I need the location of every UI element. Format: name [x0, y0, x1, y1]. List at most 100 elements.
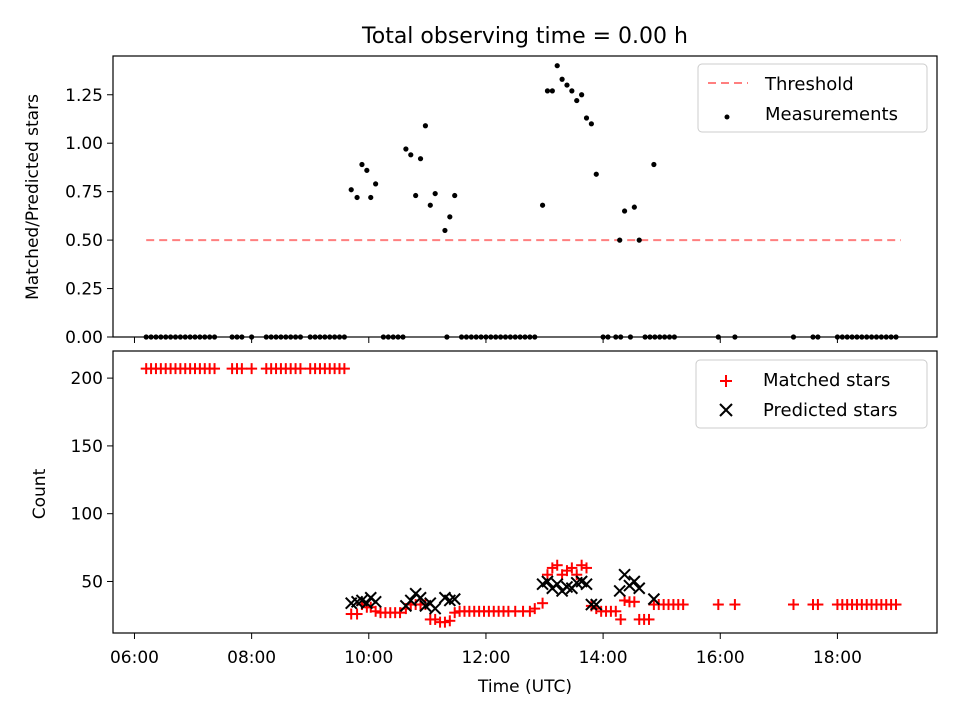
- top-panel: Matched/Predicted stars 0.00 0.25 0.50 0.75…: [23, 55, 938, 348]
- measurement-point-39: [368, 194, 374, 201]
- measurement-point-53: [442, 227, 448, 234]
- measurement-point-55: [452, 192, 458, 199]
- measurement-point-51: [427, 202, 433, 208]
- bottom-ytick-label-3: 200: [71, 369, 103, 389]
- matched-point-94: [643, 613, 655, 625]
- predicted-point-31: [628, 575, 641, 588]
- measurement-point-52: [432, 190, 438, 197]
- top-ytick-label-4: 1.00: [65, 134, 103, 154]
- matched-point-54: [439, 616, 451, 628]
- bottom-legend-box: [695, 359, 928, 429]
- measurement-point-100: [636, 237, 642, 243]
- matched-point-102: [712, 599, 724, 611]
- top-axis-ticks: 0.00 0.25 0.50 0.75 1.00 1.25: [65, 86, 838, 348]
- bottom-axes-frame: [112, 350, 938, 634]
- measurement-point-49: [417, 156, 424, 162]
- measurement-point-47: [408, 152, 414, 158]
- measurement-point-79: [569, 88, 575, 94]
- measurement-point-82: [583, 115, 590, 121]
- measurement-point-54: [447, 214, 453, 220]
- measurement-point-38: [364, 167, 370, 173]
- predicted-stars-series: [345, 568, 661, 615]
- bottom-xtick-label-2: 10:00: [344, 648, 393, 668]
- measurement-point-98: [621, 208, 628, 214]
- matched-point-81: [581, 562, 593, 574]
- bottom-xtick-label-5: 16:00: [696, 648, 745, 668]
- top-ytick-label-3: 0.75: [65, 183, 103, 203]
- matched-point-104: [787, 599, 799, 611]
- measurement-point-84: [593, 171, 599, 177]
- measurement-point-97: [617, 237, 623, 243]
- matched-point-71: [529, 603, 541, 615]
- bottom-ylabel: Count: [30, 468, 50, 519]
- matched-point-101: [677, 599, 689, 611]
- bottom-axis-ticks: 06:00 08:00 10:00 12:00 14:00 16:00 18:00 50 100…: [71, 369, 862, 668]
- measurement-point-73: [539, 202, 546, 208]
- bottom-xtick-label-1: 08:00: [227, 648, 276, 668]
- predicted-point-15: [448, 592, 461, 606]
- measurements-legend-label: Measurements: [765, 104, 898, 125]
- matched-point-88: [615, 613, 627, 625]
- measurement-point-35: [348, 187, 354, 193]
- matched-legend-swatch: [720, 375, 732, 387]
- measurement-point-101: [651, 161, 657, 168]
- measurements-legend-swatch: [724, 114, 730, 120]
- matched-legend-label: Matched stars: [763, 370, 890, 391]
- top-ylabel: Matched/Predicted stars: [23, 94, 43, 300]
- matched-point-34: [338, 363, 350, 375]
- bottom-xtick-label-4: 14:00: [579, 648, 628, 668]
- measurement-point-78: [564, 82, 570, 88]
- predicted-point-26: [585, 598, 598, 611]
- matched-point-87: [610, 605, 622, 617]
- matched-point-106: [812, 599, 824, 611]
- predicted-point-27: [590, 598, 603, 611]
- matched-point-119: [890, 599, 902, 611]
- top-legend: Threshold Measurements: [697, 63, 928, 133]
- predicted-point-5: [369, 595, 382, 609]
- predicted-point-29: [618, 568, 631, 581]
- measurement-point-46: [403, 146, 409, 152]
- predicted-point-12: [428, 602, 442, 615]
- measurement-point-99: [631, 204, 637, 210]
- matched-stars-series: [140, 363, 902, 628]
- bottom-ytick-label-1: 100: [71, 505, 103, 525]
- predicted-point-9: [414, 591, 427, 604]
- matched-point-26: [294, 363, 306, 375]
- top-ytick-label-5: 1.25: [65, 86, 103, 106]
- bottom-xtick-label-0: 06:00: [110, 648, 159, 668]
- top-axes-frame: [112, 55, 938, 338]
- predicted-legend-label: Predicted stars: [763, 400, 897, 421]
- bottom-xtick-label-6: 18:00: [813, 648, 862, 668]
- matched-point-72: [537, 597, 549, 609]
- threshold-legend-label: Threshold: [764, 74, 854, 95]
- bottom-xtick-label-3: 12:00: [461, 648, 510, 668]
- measurement-point-76: [554, 63, 560, 69]
- measurement-point-36: [354, 194, 360, 201]
- matched-point-56: [449, 607, 461, 619]
- measurement-point-75: [549, 88, 555, 94]
- matched-point-17: [236, 363, 248, 375]
- measurement-point-81: [579, 92, 585, 98]
- matched-point-103: [729, 599, 741, 611]
- top-legend-box: [697, 63, 928, 133]
- matched-point-78: [566, 562, 578, 574]
- top-ytick-label-2: 0.50: [65, 231, 103, 251]
- measurement-point-77: [559, 76, 565, 82]
- predicted-point-28: [613, 584, 626, 598]
- matched-point-36: [351, 608, 363, 620]
- measurement-point-40: [373, 181, 379, 187]
- bottom-panel: Count 06:00 08:00 10:00 12:00 14:00 16:00 18:0…: [30, 350, 938, 697]
- measurement-point-80: [574, 97, 580, 104]
- bottom-ytick-label-2: 150: [71, 437, 103, 457]
- measurement-point-37: [359, 161, 365, 168]
- matched-point-14: [209, 363, 221, 375]
- measurement-point-48: [413, 192, 419, 199]
- matched-point-75: [551, 559, 563, 571]
- predicted-point-33: [647, 592, 661, 606]
- predicted-point-32: [633, 582, 646, 595]
- predicted-point-19: [551, 577, 564, 591]
- figure-title: Total observing time = 0.00 h: [361, 24, 688, 49]
- matched-point-55: [444, 615, 456, 627]
- matched-point-45: [394, 607, 406, 619]
